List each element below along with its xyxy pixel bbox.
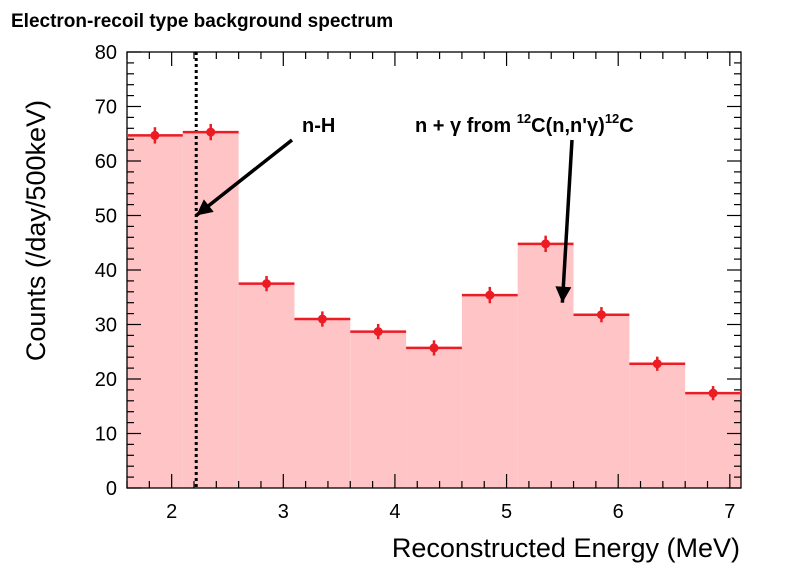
annotation-ngamma-main: n + γ from [415, 115, 517, 137]
histogram-bin [350, 331, 407, 488]
x-tick-label: 3 [278, 501, 289, 523]
x-tick-label: 6 [613, 501, 624, 523]
histogram-bin [461, 295, 518, 488]
annotation-ngamma: n + γ from 12C(n,n'γ)12C [415, 111, 634, 137]
x-tick-label: 5 [501, 501, 512, 523]
chart-title: Electron-recoil type background spectrum [11, 11, 393, 32]
y-axis-label: Counts (/day/500keV) [21, 100, 51, 361]
annotation-ngamma-sup1: 12 [517, 111, 531, 126]
y-tick-label: 30 [95, 315, 117, 337]
histogram-bin [294, 319, 351, 488]
data-point [596, 310, 606, 320]
x-axis-label: Reconstructed Energy (MeV) [392, 533, 740, 563]
ngamma-arrow [560, 139, 574, 303]
y-tick-label: 0 [106, 478, 117, 500]
y-tick-label: 70 [95, 97, 117, 119]
annotation-ngamma-mid: C(n,n'γ) [531, 115, 605, 137]
data-point [541, 239, 551, 249]
data-point [485, 290, 495, 300]
histogram-bin [182, 132, 239, 489]
nh-arrow-head [196, 199, 214, 216]
y-tick-label: 60 [95, 151, 117, 173]
data-point [373, 327, 383, 337]
nh-arrow [195, 138, 294, 217]
histogram-bin [406, 347, 462, 488]
x-tick-label: 4 [389, 501, 400, 523]
data-point [429, 343, 439, 353]
data-point [262, 279, 272, 289]
x-tick-label: 2 [166, 501, 177, 523]
data-point [652, 359, 662, 369]
y-tick-label: 80 [95, 42, 117, 64]
y-tick-label: 40 [95, 260, 117, 282]
annotation-ngamma-sup2: 12 [605, 111, 619, 126]
y-tick-label: 50 [95, 206, 117, 228]
histogram-bin [127, 135, 183, 488]
data-point [150, 130, 160, 140]
histogram-bin [238, 283, 295, 488]
data-point [206, 127, 216, 137]
histogram-bin [685, 393, 741, 488]
annotation-ngamma-end: C [619, 115, 633, 137]
x-tick-label: 7 [724, 501, 735, 523]
annotation-nh: n-H [302, 115, 335, 137]
y-tick-label: 10 [95, 424, 117, 446]
plot-area: 0 10 20 30 40 50 60 70 80 2 3 4 5 6 7 [95, 42, 742, 523]
ngamma-arrow-head [555, 286, 572, 303]
data-point [708, 388, 718, 398]
histogram-bin [629, 363, 686, 488]
data-point [317, 314, 327, 324]
y-tick-label: 20 [95, 369, 117, 391]
histogram-bin [573, 314, 630, 488]
